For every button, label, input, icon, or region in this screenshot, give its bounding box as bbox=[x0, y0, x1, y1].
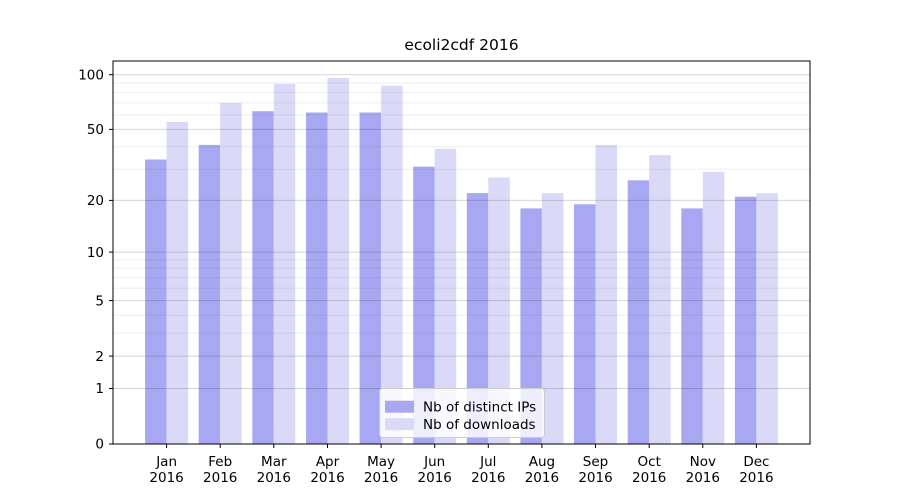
bar-nb-of-downloads-mar bbox=[273, 83, 296, 445]
x-tick-label-year: 2016 bbox=[525, 470, 559, 486]
x-tick-label-month: Mar bbox=[261, 454, 287, 470]
bar-nb-of-distinct-ips-jun bbox=[413, 166, 435, 444]
bar-nb-of-distinct-ips-feb bbox=[198, 144, 221, 444]
legend-swatch-nb-of-downloads bbox=[385, 418, 414, 431]
bar-nb-of-distinct-ips-sep bbox=[574, 204, 596, 444]
bar-nb-of-distinct-ips-nov bbox=[681, 208, 703, 444]
legend-label-nb-of-distinct-ips: Nb of distinct IPs bbox=[423, 399, 536, 415]
y-tick-label: 10 bbox=[87, 245, 104, 261]
bar-nb-of-distinct-ips-aug bbox=[520, 208, 542, 444]
x-tick-label-year: 2016 bbox=[471, 470, 505, 486]
x-tick-label-year: 2016 bbox=[149, 470, 183, 486]
x-tick-label-year: 2016 bbox=[578, 470, 612, 486]
y-tick-label: 1 bbox=[95, 381, 104, 397]
x-tick-label-year: 2016 bbox=[203, 470, 237, 486]
bar-nb-of-downloads-oct bbox=[649, 155, 671, 444]
bar-nb-of-downloads-may bbox=[381, 85, 403, 444]
bar-nb-of-downloads-aug bbox=[541, 193, 564, 444]
bar-nb-of-distinct-ips-mar bbox=[252, 111, 274, 444]
chart-title: ecoli2cdf 2016 bbox=[404, 36, 519, 54]
bar-nb-of-downloads-jul bbox=[488, 177, 510, 444]
bar-nb-of-downloads-jan bbox=[166, 121, 189, 445]
bar-nb-of-downloads-nov bbox=[702, 171, 725, 445]
x-tick-label-year: 2016 bbox=[686, 470, 720, 486]
bar-nb-of-downloads-feb bbox=[220, 102, 242, 445]
y-tick-label: 0 bbox=[95, 437, 104, 453]
x-tick-label-month: Feb bbox=[208, 454, 232, 470]
x-tick-label-month: May bbox=[367, 454, 395, 470]
y-tick-label: 5 bbox=[95, 293, 104, 309]
bar-nb-of-distinct-ips-apr bbox=[306, 112, 328, 444]
bar-nb-of-distinct-ips-oct bbox=[627, 180, 650, 445]
x-tick-label-month: Aug bbox=[529, 454, 555, 470]
y-tick-label: 20 bbox=[87, 193, 104, 209]
bar-nb-of-distinct-ips-dec bbox=[734, 196, 757, 444]
bar-nb-of-distinct-ips-jan bbox=[145, 159, 167, 444]
legend-box bbox=[379, 388, 545, 438]
legend-swatch-nb-of-distinct-ips bbox=[385, 400, 414, 413]
bar-nb-of-downloads-jun bbox=[434, 148, 457, 445]
x-tick-label-month: Jan bbox=[155, 454, 177, 470]
bar-nb-of-downloads-apr bbox=[327, 77, 349, 445]
legend-label-nb-of-downloads: Nb of downloads bbox=[423, 417, 536, 433]
x-tick-label-month: Nov bbox=[690, 454, 716, 470]
x-tick-label-month: Oct bbox=[638, 454, 661, 470]
x-tick-label-year: 2016 bbox=[632, 470, 666, 486]
bar-nb-of-distinct-ips-jul bbox=[466, 193, 489, 444]
x-tick-label-month: Jun bbox=[423, 454, 445, 470]
x-tick-label-month: Dec bbox=[743, 454, 769, 470]
bar-nb-of-downloads-dec bbox=[756, 193, 778, 444]
x-tick-label-year: 2016 bbox=[257, 470, 291, 486]
y-tick-label: 2 bbox=[95, 349, 104, 365]
x-tick-label-year: 2016 bbox=[364, 470, 398, 486]
bar-nb-of-downloads-sep bbox=[595, 144, 617, 444]
x-tick-label-year: 2016 bbox=[739, 470, 773, 486]
x-tick-label-month: Sep bbox=[583, 454, 608, 470]
x-tick-label-year: 2016 bbox=[310, 470, 344, 486]
bar-nb-of-distinct-ips-may bbox=[359, 112, 382, 444]
x-tick-label-year: 2016 bbox=[418, 470, 452, 486]
y-tick-label: 100 bbox=[78, 67, 104, 83]
y-tick-label: 50 bbox=[87, 122, 104, 138]
x-tick-label-month: Apr bbox=[316, 454, 340, 470]
x-tick-label-month: Jul bbox=[479, 454, 496, 470]
